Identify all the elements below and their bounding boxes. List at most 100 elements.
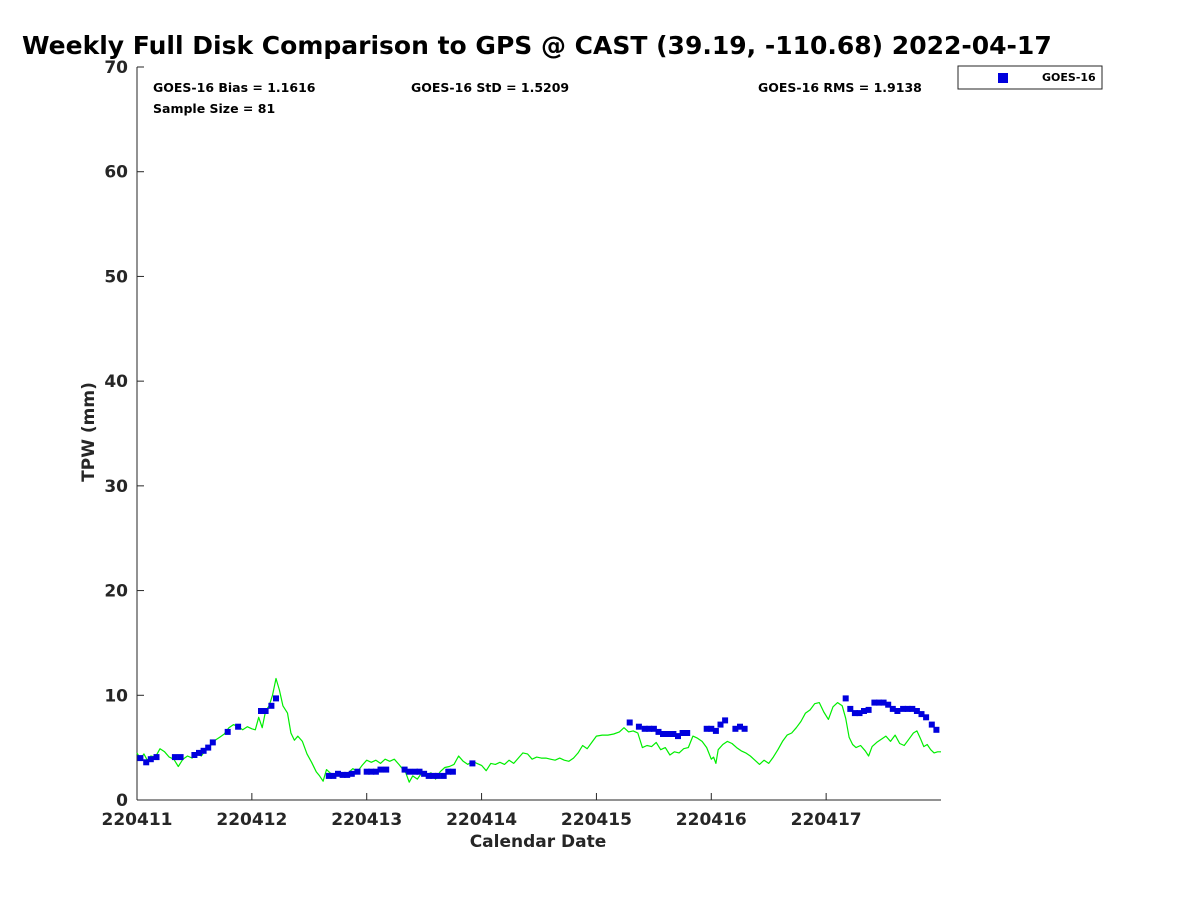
goes16-data-point: [406, 768, 413, 775]
goes16-data-point: [416, 768, 423, 775]
goes16-data-point: [737, 723, 743, 730]
goes16-data-point: [268, 702, 275, 709]
goes16-data-point: [635, 723, 642, 730]
goes16-data-point: [137, 755, 144, 762]
goes16-data-point: [626, 719, 633, 726]
goes16-data-point: [880, 699, 887, 706]
legend-label-goes16: GOES-16: [1042, 71, 1096, 84]
x-axis-label: Calendar Date: [470, 832, 607, 852]
std-stat: GOES-16 StD = 1.5209: [411, 80, 569, 95]
goes16-data-point: [708, 725, 715, 732]
goes16-data-point: [273, 695, 279, 702]
x-tick-label: 220412: [216, 810, 287, 830]
goes16-data-point: [675, 733, 681, 740]
goes16-data-point: [856, 710, 863, 717]
goes16-data-point: [344, 771, 351, 778]
goes16-data-point: [196, 749, 202, 756]
goes16-data-point: [171, 754, 178, 761]
x-tick-label: 220415: [561, 810, 632, 830]
y-tick-label: 50: [104, 267, 128, 287]
legend: GOES-16: [957, 65, 1103, 90]
goes16-data-point: [861, 708, 867, 714]
goes16-data-point: [449, 768, 456, 775]
goes16-data-point: [445, 768, 452, 775]
goes16-data-point: [889, 705, 896, 712]
goes16-data-point: [865, 706, 872, 713]
goes16-data-point: [147, 756, 154, 763]
goes16-data-point: [377, 766, 384, 773]
goes16-data-point: [335, 770, 341, 777]
x-tick-label: 220417: [791, 810, 862, 830]
axes: 0 10 20 30 40 50 60 70 220411 220412 220413 220414 2…: [102, 58, 941, 830]
goes16-data-point: [904, 705, 911, 712]
goes16-data-point: [722, 717, 729, 724]
goes16-scatter-series: [137, 695, 940, 779]
goes16-data-point: [363, 768, 370, 775]
goes16-data-point: [894, 708, 901, 714]
goes16-data-point: [741, 725, 748, 732]
y-tick-label: 60: [104, 163, 128, 183]
legend-marker-goes16: [998, 73, 1008, 83]
goes16-data-point: [325, 772, 332, 779]
y-tick-label: 30: [104, 477, 128, 497]
goes16-data-point: [191, 752, 198, 758]
goes16-data-point: [153, 754, 160, 761]
y-axis-label: TPW (mm): [79, 382, 99, 482]
y-tick-label: 20: [104, 582, 128, 602]
goes16-data-point: [928, 721, 935, 728]
goes16-data-point: [200, 747, 207, 754]
goes16-data-point: [876, 699, 882, 706]
goes16-data-point: [235, 723, 242, 730]
goes16-data-point: [646, 725, 653, 732]
goes16-data-point: [177, 754, 184, 761]
goes16-data-point: [885, 701, 892, 708]
y-tick-label: 10: [104, 686, 128, 706]
goes16-data-point: [679, 730, 686, 736]
goes16-data-point: [842, 695, 849, 702]
goes16-data-point: [684, 730, 691, 736]
y-tick-label: 70: [104, 58, 128, 78]
goes16-data-point: [354, 768, 361, 775]
goes16-data-point: [368, 768, 375, 775]
goes16-data-point: [913, 708, 920, 714]
goes16-data-point: [330, 772, 337, 779]
goes16-data-point: [660, 731, 666, 737]
goes16-data-point: [655, 728, 662, 735]
x-tick-label: 220416: [676, 810, 747, 830]
goes16-data-point: [703, 725, 710, 732]
goes16-data-point: [732, 725, 739, 732]
goes16-data-point: [933, 726, 940, 733]
sample-size-stat: Sample Size = 81: [153, 101, 275, 116]
goes16-data-point: [339, 771, 346, 778]
x-tick-label: 220413: [331, 810, 402, 830]
gps-tpw-line: [136, 677, 941, 783]
goes16-data-point: [430, 772, 437, 779]
goes16-data-point: [262, 708, 269, 714]
goes16-data-point: [469, 760, 476, 767]
goes16-data-point: [372, 768, 379, 775]
goes16-data-point: [650, 725, 657, 732]
goes16-data-point: [851, 710, 858, 717]
rms-stat: GOES-16 RMS = 1.9138: [758, 80, 922, 95]
y-tick-label: 40: [104, 372, 128, 392]
goes16-data-point: [425, 772, 432, 779]
goes16-data-point: [440, 772, 447, 779]
goes16-data-point: [847, 705, 854, 712]
chart-title: Weekly Full Disk Comparison to GPS @ CAS…: [22, 31, 1052, 60]
goes16-data-point: [712, 727, 719, 734]
goes16-data-point: [412, 768, 418, 775]
x-tick-label: 220411: [102, 810, 173, 830]
goes16-data-point: [421, 770, 428, 777]
goes16-data-point: [670, 731, 677, 737]
goes16-data-point: [918, 711, 925, 718]
goes16-data-point: [871, 699, 878, 706]
gps-line-series: [136, 677, 941, 783]
legend-box: [957, 65, 1103, 90]
goes16-data-point: [664, 731, 671, 737]
goes16-data-point: [348, 770, 355, 777]
goes16-data-point: [209, 739, 216, 746]
goes16-data-point: [434, 772, 441, 779]
goes16-data-point: [383, 766, 390, 773]
goes16-data-point: [641, 725, 648, 732]
